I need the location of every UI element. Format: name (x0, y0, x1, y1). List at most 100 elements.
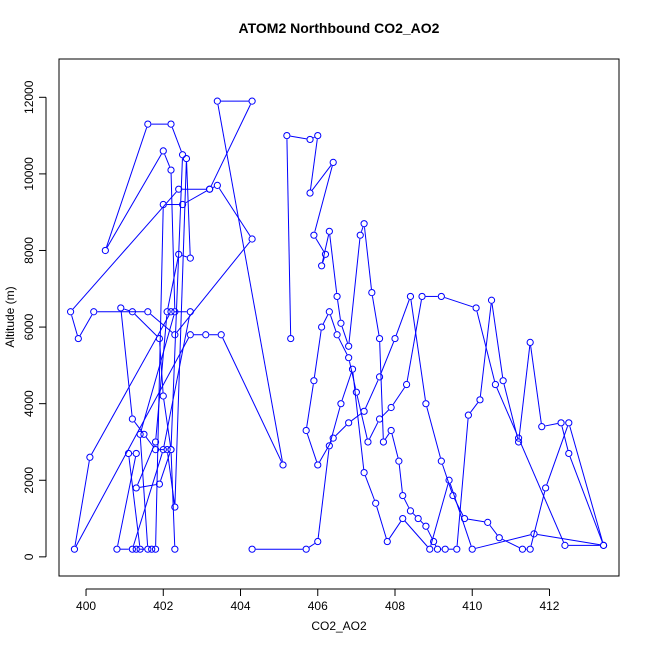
data-point (499, 377, 507, 385)
data-point (352, 388, 360, 396)
series-segment (120, 311, 133, 416)
data-point (314, 131, 322, 140)
data-point (202, 331, 210, 339)
series-segment (185, 190, 207, 204)
x-tick-label: 402 (153, 599, 173, 613)
data-point (167, 166, 175, 174)
data-point (248, 545, 256, 553)
series-segment (392, 387, 405, 405)
data-point (433, 545, 442, 553)
x-tick-label: 410 (462, 599, 482, 613)
data-point (399, 491, 407, 500)
data-point (375, 334, 384, 343)
data-point (140, 430, 148, 438)
data-point (487, 296, 496, 304)
series-segment (341, 326, 348, 343)
data-point (151, 438, 160, 446)
data-point (186, 331, 194, 339)
series-segment (313, 136, 315, 139)
data-point (530, 530, 538, 538)
series-segment (360, 226, 364, 232)
y-tick-label: 8000 (22, 237, 36, 264)
series-segment (306, 384, 314, 427)
series-segment (449, 483, 472, 546)
data-point (155, 334, 164, 343)
data-point (159, 147, 167, 155)
y-tick-label: 2000 (22, 467, 36, 494)
data-point (542, 484, 550, 492)
series-segment (167, 257, 179, 309)
data-point (171, 503, 179, 511)
data-point (128, 415, 136, 423)
data-point (375, 373, 384, 381)
x-tick-label: 404 (231, 599, 251, 613)
series-segment (530, 345, 542, 424)
data-point (90, 308, 98, 316)
data-point (484, 518, 492, 526)
series-segment (315, 237, 325, 252)
data-point (441, 545, 449, 553)
data-point (128, 308, 136, 316)
data-point (464, 411, 472, 419)
series-segment (139, 484, 156, 488)
series-segment (380, 341, 395, 374)
data-point (514, 434, 523, 442)
series-segment (311, 164, 332, 191)
data-point (565, 419, 573, 427)
series-segment (145, 436, 154, 448)
y-axis-label: Altitude (m) (3, 286, 17, 347)
data-point (414, 514, 422, 523)
series-segment (310, 139, 318, 190)
series-segment (174, 162, 187, 504)
series-segment (117, 456, 137, 546)
series-segment (427, 529, 433, 539)
series-segment (124, 308, 130, 312)
data-point (279, 461, 287, 469)
series-segment (561, 426, 569, 451)
data-point (132, 449, 140, 458)
series-segment (479, 303, 492, 397)
series-segment (545, 423, 558, 427)
series-segment (155, 315, 168, 439)
series-segment (369, 421, 379, 439)
series-segment (379, 342, 384, 439)
data-point (66, 308, 75, 316)
data-point (155, 480, 164, 488)
series-segment (338, 337, 348, 355)
data-point (468, 545, 476, 553)
series-segment (139, 437, 149, 546)
series-segment (337, 299, 341, 320)
series-segment (364, 475, 375, 501)
series-segment (569, 456, 603, 543)
series-segment (476, 311, 496, 382)
series-segment (404, 520, 428, 547)
series-segment (106, 153, 162, 248)
data-point (453, 545, 461, 553)
data-point (144, 545, 152, 553)
data-point (329, 434, 337, 442)
data-point (175, 185, 183, 193)
series-segment (75, 337, 190, 547)
series-segment (398, 464, 403, 493)
data-point (159, 446, 167, 454)
series-segment (79, 314, 93, 336)
data-point (171, 545, 179, 553)
data-point (437, 457, 445, 465)
data-point (128, 545, 136, 553)
series-segment (351, 413, 362, 422)
data-point (422, 522, 430, 530)
y-tick-label: 6000 (22, 313, 36, 340)
series-segment (434, 544, 437, 547)
data-point (526, 338, 534, 346)
data-point (178, 200, 187, 209)
series-segment (388, 521, 402, 539)
series-segment (391, 433, 399, 458)
data-point (599, 541, 608, 549)
data-point (518, 545, 527, 553)
data-point (213, 181, 221, 189)
data-point (372, 499, 380, 507)
data-point (217, 331, 225, 339)
series-segment (335, 424, 347, 436)
series-segment (313, 330, 322, 378)
data-point (213, 97, 221, 105)
